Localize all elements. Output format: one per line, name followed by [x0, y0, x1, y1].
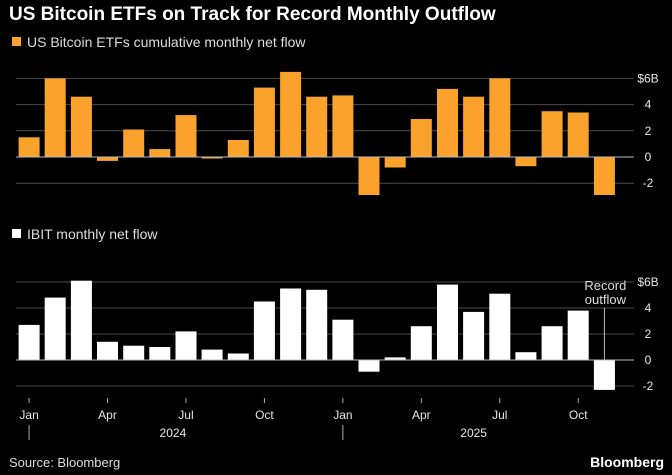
ibit-bar — [280, 288, 302, 360]
y-tick-label: 0 — [645, 150, 652, 164]
cum-bar — [175, 115, 197, 157]
ibit-bar — [410, 326, 432, 360]
cum-bar — [567, 112, 589, 157]
cum-bar — [515, 157, 537, 167]
cum-bar — [149, 149, 171, 157]
y-tick-label: $6B — [637, 275, 658, 289]
x-tick-label: Jul — [178, 408, 193, 422]
legend-cumulative: US Bitcoin ETFs cumulative monthly net f… — [12, 34, 306, 50]
ibit-bar — [306, 289, 328, 360]
ibit-bar — [175, 331, 197, 360]
ibit-bar — [149, 347, 171, 360]
cum-bar — [384, 157, 406, 168]
ibit-bar — [97, 341, 118, 360]
y-tick-label: -2 — [643, 379, 654, 393]
ibit-bar — [437, 284, 458, 360]
cum-bar — [358, 157, 380, 195]
x-tick-label: Jul — [492, 408, 507, 422]
x-tick-label: Jan — [19, 408, 38, 422]
ibit-bar — [463, 311, 485, 360]
cum-bar — [44, 78, 66, 157]
ibit-bar — [18, 324, 40, 360]
y-tick-label: $6B — [637, 71, 658, 85]
y-tick-label: 4 — [645, 301, 652, 315]
year-label: 2025 — [460, 426, 487, 440]
ibit-bar — [384, 357, 406, 360]
ibit-bar — [567, 310, 589, 360]
ibit-bar — [253, 301, 275, 360]
x-tick-label: Apr — [412, 408, 431, 422]
y-tick-label: 2 — [645, 124, 652, 138]
cum-bar — [463, 96, 485, 157]
ibit-bar — [44, 297, 66, 360]
cum-bar — [253, 87, 275, 157]
x-tick-label: Jan — [333, 408, 352, 422]
ibit-bar — [515, 352, 537, 360]
legend-swatch-white — [12, 229, 21, 238]
y-tick-label: 2 — [645, 327, 652, 341]
bloomberg-logo: Bloomberg — [590, 454, 664, 470]
cum-bar — [593, 157, 615, 195]
ibit-bar — [123, 345, 145, 360]
cum-bar — [70, 96, 92, 157]
cum-bar — [18, 137, 40, 157]
ibit-bar — [541, 326, 563, 360]
chart-title: US Bitcoin ETFs on Track for Record Mont… — [9, 4, 496, 25]
cum-bar — [280, 71, 302, 157]
ibit-bar — [358, 360, 380, 372]
ibit-bar — [227, 353, 249, 360]
cum-bar — [332, 95, 354, 157]
source-note: Source: Bloomberg — [9, 455, 121, 470]
cum-bar — [489, 78, 511, 157]
legend-label-cumulative: US Bitcoin ETFs cumulative monthly net f… — [27, 34, 306, 50]
cum-bar — [227, 140, 249, 157]
ibit-bar — [593, 360, 615, 390]
y-tick-label: 4 — [645, 98, 652, 112]
legend-ibit: IBIT monthly net flow — [12, 226, 157, 242]
x-tick-label: Oct — [255, 408, 274, 422]
cum-bar — [123, 129, 145, 157]
cum-bar — [201, 157, 223, 159]
y-tick-label: -2 — [643, 176, 654, 190]
x-tick-label: Oct — [569, 408, 588, 422]
x-tick-label: Apr — [98, 408, 117, 422]
cum-bar — [97, 157, 118, 161]
ibit-bar — [70, 280, 92, 360]
ibit-bar — [201, 349, 223, 360]
annotation-line-2: outflow — [585, 292, 627, 307]
cum-bar — [410, 119, 432, 157]
ibit-bar — [332, 319, 354, 360]
legend-swatch-orange — [12, 37, 21, 46]
ibit-bar — [489, 293, 511, 360]
cum-bar — [306, 96, 328, 157]
y-tick-label: 0 — [645, 353, 652, 367]
cum-bar — [541, 111, 563, 158]
legend-label-ibit: IBIT monthly net flow — [27, 226, 158, 242]
year-label: 2024 — [160, 426, 187, 440]
annotation-line-1: Record — [584, 278, 626, 293]
cum-bar — [437, 88, 458, 157]
